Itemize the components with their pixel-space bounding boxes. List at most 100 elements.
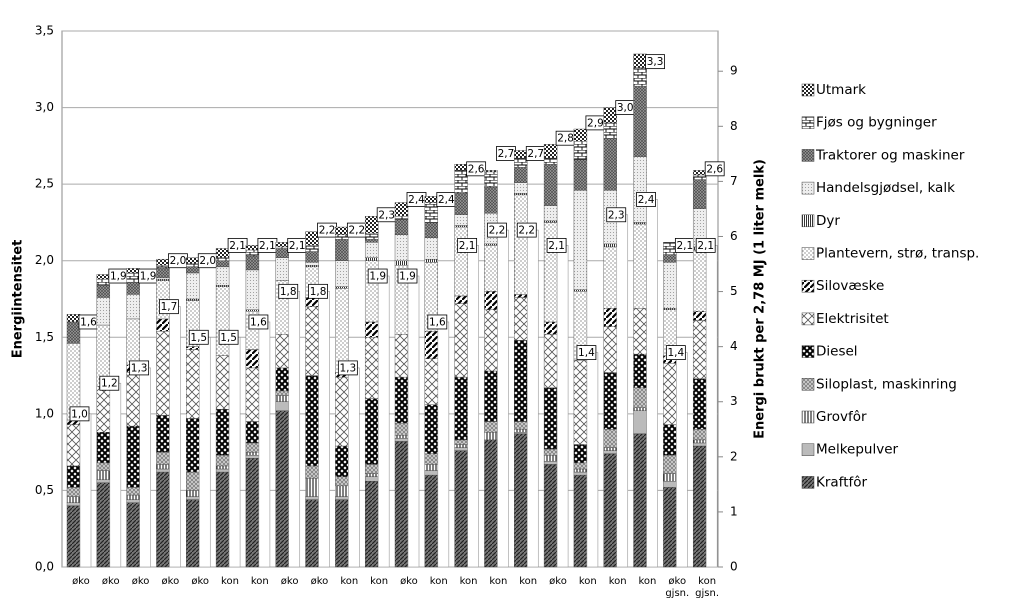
legend-label: Traktorer og maskiner xyxy=(815,147,965,163)
bar-segment xyxy=(633,67,647,87)
bar-segment xyxy=(454,303,468,378)
bar-segment xyxy=(424,464,439,471)
total-label-text: 1,9 xyxy=(140,271,157,283)
bar-segment xyxy=(156,468,170,473)
bar-segment xyxy=(603,246,617,309)
total-label-text: 1,9 xyxy=(110,271,127,283)
bar-segment xyxy=(633,433,647,568)
y2-tick-label: 1 xyxy=(730,504,738,518)
bar-segment xyxy=(663,242,677,255)
bar-segment xyxy=(126,499,140,503)
total-label-text: 2,1 xyxy=(259,240,276,252)
bar-segment xyxy=(156,278,170,281)
energy-label: 2,2 xyxy=(516,222,537,238)
total-label: 2,9 xyxy=(585,115,606,131)
bar-segment xyxy=(215,266,230,286)
bar-segment xyxy=(66,505,81,568)
energy-label-text: 2,1 xyxy=(459,240,476,252)
energy-label: 1,6 xyxy=(427,314,448,330)
y2-tick-label: 5 xyxy=(730,284,738,298)
bar-segment xyxy=(692,249,707,312)
total-label-text: 2,0 xyxy=(199,255,216,267)
bar-segment xyxy=(245,245,260,251)
energy-bar xyxy=(526,229,539,568)
bar-segment xyxy=(663,481,677,488)
bar-segment xyxy=(663,487,677,568)
bar-segment xyxy=(543,387,558,450)
bar-segment xyxy=(394,438,409,442)
legend-swatch xyxy=(801,345,815,358)
bar-segment xyxy=(394,435,409,439)
energy-label: 2,1 xyxy=(546,237,567,253)
energy-label-text: 1,5 xyxy=(220,332,237,344)
energy-bar xyxy=(676,352,688,568)
bar-segment xyxy=(394,441,409,568)
total-label-text: 1,6 xyxy=(80,316,97,328)
bar-segment xyxy=(603,326,617,373)
bar-segment xyxy=(364,464,379,474)
energy-label-text: 1,9 xyxy=(399,271,416,283)
bar-segment xyxy=(663,424,677,456)
bar-segment xyxy=(543,321,558,335)
bar-segment xyxy=(126,372,140,427)
energy-label-box xyxy=(248,314,269,330)
bar-segment xyxy=(394,234,409,261)
bar-segment xyxy=(663,455,677,474)
energy-label-box xyxy=(576,345,597,361)
legend-swatch xyxy=(801,476,815,489)
bar-segment xyxy=(573,474,588,568)
bar-segment xyxy=(484,170,498,173)
bar-segment xyxy=(96,432,111,464)
bar-segment xyxy=(424,470,439,476)
bar-segment xyxy=(543,448,558,456)
energy-label-box xyxy=(665,345,686,361)
bar-segment xyxy=(96,482,111,568)
x-tick-label: øko xyxy=(132,576,150,587)
energy-label: 2,1 xyxy=(695,237,716,253)
energy-label: 1,0 xyxy=(69,406,90,422)
bar-segment xyxy=(245,442,260,453)
bar-segment xyxy=(364,473,379,477)
bar-segment xyxy=(335,445,349,477)
total-label: 2,1 xyxy=(287,237,308,253)
bar-segment xyxy=(364,239,379,243)
x-tick-line: gjsn. xyxy=(665,588,689,599)
energy-label-box xyxy=(457,237,478,253)
bar-segment xyxy=(96,278,111,286)
total-label: 1,9 xyxy=(108,268,129,284)
bar-segment xyxy=(305,465,319,479)
bar-segment xyxy=(335,234,349,240)
bar-segment xyxy=(186,471,200,491)
bar-segment xyxy=(454,447,468,451)
energy-bar xyxy=(198,336,211,568)
total-label-text: 3,3 xyxy=(647,56,664,68)
bar-segment xyxy=(573,190,588,291)
y2-tick-label: 4 xyxy=(730,339,738,353)
energy-label: 2,4 xyxy=(636,192,656,207)
x-tick-label: kon xyxy=(370,576,388,587)
bar-segment xyxy=(394,216,409,220)
bar-segment xyxy=(186,499,200,568)
bar-segment xyxy=(692,445,707,568)
bar-segment xyxy=(603,122,617,139)
y-tick-label: 0,0 xyxy=(35,560,54,574)
bar-segment xyxy=(514,193,528,196)
bar-segment xyxy=(454,295,468,304)
energy-label-box xyxy=(99,375,120,391)
bar-segment xyxy=(663,262,677,309)
x-tick-label: kon xyxy=(460,576,478,587)
bar-segment xyxy=(454,450,468,568)
bar-segment xyxy=(573,471,588,476)
legend-swatch xyxy=(801,247,815,260)
bar-segment xyxy=(514,294,528,298)
energy-bar xyxy=(467,245,479,568)
y-tick-label: 3,0 xyxy=(35,100,54,114)
total-label: 2,0 xyxy=(168,253,188,269)
bar-segment xyxy=(633,353,647,389)
total-label-text: 2,2 xyxy=(319,225,336,237)
bar-segment xyxy=(484,421,498,433)
bar-segment xyxy=(484,171,498,188)
energy-label: 2,2 xyxy=(487,222,507,238)
bar-segment xyxy=(215,286,230,356)
bar-segment xyxy=(156,415,170,453)
